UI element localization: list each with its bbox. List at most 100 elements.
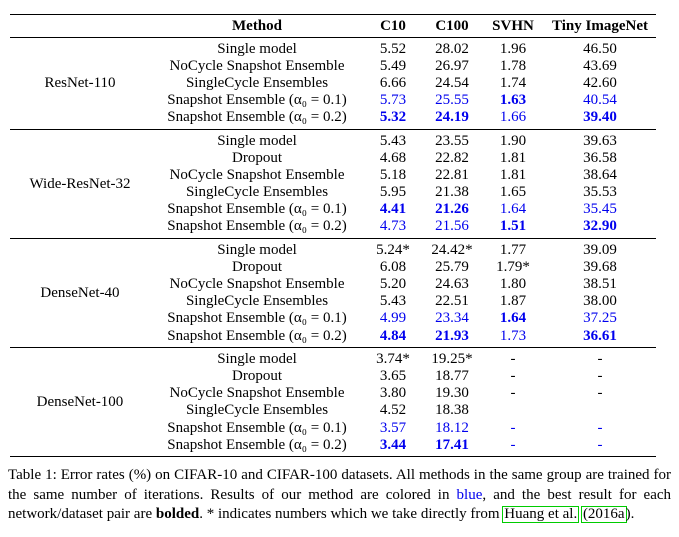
value-cell: 5.73 [379, 92, 407, 109]
value-cell: - [597, 367, 603, 384]
table-row: SingleCycle Ensembles 6.66 24.54 1.74 42.60 [150, 75, 656, 92]
value-cell: 1.90 [499, 132, 527, 149]
value-cell: 38.00 [583, 293, 617, 310]
value-cell: 39.40 [583, 109, 617, 126]
table-row: Snapshot Ensemble (α₀ = 0.1) 4.41 21.26 1.6… [150, 201, 656, 218]
value-cell: 4.84 [379, 327, 407, 344]
table-row: NoCycle Snapshot Ensemble 5.18 22.81 1.81 38… [150, 167, 656, 184]
value-cell: 1.64 [499, 201, 527, 218]
value-cell: 38.64 [583, 166, 617, 183]
caption-text: , and the best result for each network/d… [8, 486, 672, 523]
value-cell: - [597, 436, 603, 453]
value-cell: 18.77 [435, 367, 469, 384]
value-cell: 5.43 [379, 132, 407, 149]
value-cell: 1.66 [499, 109, 527, 126]
method-cell: SingleCycle Ensembles [185, 293, 329, 310]
value-cell: - [510, 350, 516, 367]
method-cell: Dropout [232, 149, 282, 166]
table-row: NoCycle Snapshot Ensemble 5.20 24.63 1.80 38… [150, 276, 656, 293]
value-cell: 21.93 [435, 327, 469, 344]
table-row: Snapshot Ensemble (α₀ = 0.2) 3.44 17.41 - - [150, 437, 656, 454]
results-table: Method C10 C100 SVHN Tiny ImageNet ResNe… [10, 14, 656, 458]
method-cell: Snapshot Ensemble (α₀ = 0.1) [167, 310, 347, 327]
method-cell: Snapshot Ensemble (α₀ = 0.1) [167, 419, 347, 436]
method-cell: Snapshot Ensemble (α₀ = 0.2) [167, 436, 347, 453]
group-rows: Single model 5.52 28.02 1.96 46.50 NoCycle Sn… [150, 38, 656, 129]
value-cell: 39.68 [583, 258, 617, 275]
table-row: Snapshot Ensemble (α₀ = 0.2) 4.73 21.56 1.5… [150, 218, 656, 235]
method-cell: NoCycle Snapshot Ensemble [169, 57, 345, 74]
caption-word-blue: blue [456, 486, 483, 503]
value-cell: 21.26 [435, 201, 469, 218]
group-rows: Single model 3.74* 19.25* - - Dropout 3.65 18.7… [150, 348, 656, 456]
column-header-c10: C10 [380, 17, 406, 34]
value-cell: 5.20 [379, 276, 407, 293]
caption-label: Table 1: [8, 467, 61, 483]
caption-text: ). [625, 506, 635, 522]
method-cell: Snapshot Ensemble (α₀ = 0.2) [167, 327, 347, 344]
value-cell: 5.43 [379, 293, 407, 310]
method-cell: SingleCycle Ensembles [185, 402, 329, 419]
value-cell: 21.38 [435, 184, 469, 201]
method-cell: Dropout [232, 258, 282, 275]
value-cell: 1.64 [499, 310, 527, 327]
network-name: Wide-ResNet-32 [29, 175, 131, 192]
table-row: Snapshot Ensemble (α₀ = 0.1) 5.73 25.55 1.6… [150, 92, 656, 109]
citation-link-huang[interactable]: Huang et al. [502, 506, 580, 523]
method-cell: NoCycle Snapshot Ensemble [169, 166, 345, 183]
value-cell: 18.12 [435, 419, 469, 436]
value-cell: 37.25 [583, 310, 617, 327]
column-header-method: Method [232, 17, 282, 34]
value-cell: 5.24* [376, 241, 410, 258]
table-body: ResNet-110 Single model 5.52 28.02 1.96 46.50… [10, 38, 656, 458]
value-cell: 28.02 [435, 40, 469, 57]
table-row: Single model 5.43 23.55 1.90 39.63 [150, 132, 656, 149]
method-cell: Snapshot Ensemble (α₀ = 0.2) [167, 109, 347, 126]
network-name: ResNet-110 [44, 74, 116, 91]
value-cell: 3.65 [379, 367, 407, 384]
caption-text: Error rates (%) on CIFAR-10 and CIFAR-10… [8, 467, 671, 503]
value-cell: - [510, 436, 516, 453]
method-cell: Single model [217, 40, 297, 57]
value-cell: 43.69 [583, 57, 617, 74]
table-row: SingleCycle Ensembles 5.43 22.51 1.87 38.00 [150, 293, 656, 310]
value-cell: 1.79* [496, 258, 530, 275]
value-cell: 24.63 [435, 276, 469, 293]
value-cell: 18.38 [435, 402, 469, 419]
method-cell: NoCycle Snapshot Ensemble [169, 276, 345, 293]
value-cell: 1.77 [499, 241, 527, 258]
value-cell: 3.44 [379, 436, 407, 453]
value-cell: 24.54 [435, 74, 469, 91]
value-cell: 22.81 [435, 166, 469, 183]
value-cell: 1.51 [499, 218, 527, 235]
method-cell: Snapshot Ensemble (α₀ = 0.2) [167, 218, 347, 235]
value-cell: 1.63 [499, 92, 527, 109]
network-name: DenseNet-40 [40, 284, 120, 301]
value-cell: 3.80 [379, 385, 407, 402]
group-rows: Single model 5.24* 24.42* 1.77 39.09 Dropout 6… [150, 239, 656, 347]
value-cell: 35.45 [583, 201, 617, 218]
value-cell: 5.52 [379, 40, 407, 57]
value-cell: 1.65 [499, 184, 527, 201]
caption-word-bolded: bolded [155, 506, 200, 522]
value-cell: - [597, 385, 603, 402]
value-cell: - [510, 367, 516, 384]
column-header-c100: C100 [435, 17, 469, 34]
value-cell: 24.42* [431, 241, 473, 258]
column-header-svhn: SVHN [492, 17, 534, 34]
table-row: Snapshot Ensemble (α₀ = 0.1) 3.57 18.12 - - [150, 419, 656, 436]
value-cell: 39.09 [583, 241, 617, 258]
citation-link-year[interactable]: (2016a [580, 506, 627, 523]
table-caption: Table 1: Error rates (%) on CIFAR-10 and… [8, 466, 671, 525]
value-cell: - [510, 385, 516, 402]
value-cell: - [597, 350, 603, 367]
table-row: Dropout 4.68 22.82 1.81 36.58 [150, 150, 656, 167]
value-cell: 26.97 [435, 57, 469, 74]
value-cell: 42.60 [583, 74, 617, 91]
table-header-row: Method C10 C100 SVHN Tiny ImageNet [10, 15, 656, 38]
table-row: Snapshot Ensemble (α₀ = 0.2) 4.84 21.93 1.7… [150, 328, 656, 345]
method-cell: SingleCycle Ensembles [185, 74, 329, 91]
value-cell: 1.81 [499, 149, 527, 166]
value-cell: 19.30 [435, 385, 469, 402]
table-row: NoCycle Snapshot Ensemble 3.80 19.30 - - [150, 385, 656, 402]
